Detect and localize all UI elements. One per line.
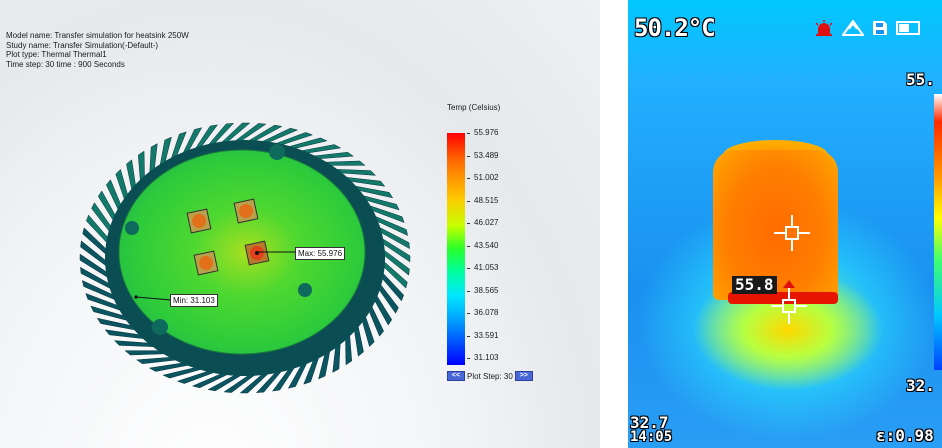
hot-object	[713, 150, 838, 300]
max-temp-callout: Max: 55.976	[295, 247, 346, 260]
legend-tick-label: 41.053	[474, 263, 499, 272]
legend-tick	[467, 268, 470, 269]
legend-tick-label: 46.027	[474, 218, 499, 227]
simulation-info-block: Model name: Transfer simulation for heat…	[6, 31, 189, 69]
battery-icon	[896, 21, 920, 35]
mount-notch	[152, 319, 168, 335]
model-name-text: Model name: Transfer simulation for heat…	[6, 31, 189, 40]
double-chevron-right-icon[interactable]: >>	[514, 371, 533, 381]
center-crosshair-icon	[774, 215, 810, 251]
double-chevron-left-icon[interactable]: <<	[447, 371, 465, 381]
mount-notch	[125, 221, 139, 235]
study-name-text: Study name: Transfer Simulation(-Default…	[6, 40, 159, 50]
scale-min-readout: 32.	[906, 376, 935, 395]
mount-notch	[298, 283, 312, 297]
legend-tick-label: 36.078	[474, 308, 499, 317]
legend-tick	[467, 313, 470, 314]
legend-tick-label: 43.540	[474, 240, 499, 250]
camera-status-icons	[814, 20, 920, 36]
sd-card-icon	[873, 21, 887, 35]
legend-tick-label: 38.565	[474, 285, 499, 295]
hotspot-crosshair-icon	[771, 288, 807, 324]
legend-color-bar	[447, 133, 465, 365]
camera-color-scale	[934, 94, 942, 370]
legend-title: Temp (Celsius)	[447, 103, 501, 112]
coldspot-readout: 32.7 14:05	[630, 413, 673, 445]
heatsink-plot	[79, 122, 411, 394]
min-leader-line	[135, 296, 172, 301]
simulation-viewport: Model name: Transfer simulation for heat…	[0, 0, 600, 448]
scale-max-readout: 55.	[906, 70, 935, 89]
legend-tick	[467, 245, 470, 247]
legend-tick-label: 33.591	[474, 330, 499, 340]
heatsink-fins	[79, 122, 411, 394]
hotspot-temperature-label: 55.8	[732, 276, 777, 294]
hotspot-marker-icon	[783, 280, 795, 288]
heat-source	[193, 250, 219, 276]
hot-object-band	[728, 292, 838, 304]
mount-notch	[269, 144, 285, 160]
legend-tick	[467, 200, 470, 202]
coldspot-temperature: 32.7	[630, 413, 669, 432]
legend-tick	[467, 290, 470, 292]
legend-tick	[467, 358, 470, 359]
legend-tick-label: 51.002	[474, 173, 499, 182]
legend-tick-label: 55.976	[474, 128, 499, 137]
center-temperature-readout: 50.2°C	[634, 14, 716, 42]
legend-tick-label: 31.103	[474, 353, 499, 362]
heat-source-hottest	[244, 240, 270, 266]
legend-tick-label: 48.515	[474, 195, 499, 205]
thermal-camera-view: 50.2°C 55.	[628, 0, 942, 448]
legend-tick	[467, 335, 470, 337]
alarm-siren-icon	[815, 20, 833, 36]
legend-tick	[467, 223, 470, 224]
legend-tick	[467, 155, 470, 157]
legend-tick-label: 53.489	[474, 150, 499, 160]
plot-type-text: Plot type: Thermal Thermal1	[6, 50, 107, 59]
plot-step-text: Plot Step: 30	[467, 371, 513, 381]
min-temp-callout: Min: 31.103	[170, 294, 218, 307]
mountain-icon	[842, 20, 864, 36]
heat-source	[186, 208, 212, 234]
time-step-text: Time step: 30 time : 900 Seconds	[6, 59, 125, 69]
plot-step-control: << Plot Step: 30 >>	[447, 371, 533, 381]
clock-readout: 14:05	[630, 429, 673, 445]
legend-tick	[467, 178, 470, 179]
emissivity-readout: ε:0.98	[876, 426, 934, 445]
min-marker	[134, 295, 138, 299]
legend-tick	[467, 133, 470, 134]
heat-source	[233, 198, 259, 224]
